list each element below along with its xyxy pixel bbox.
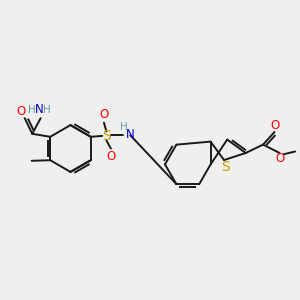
- Text: S: S: [221, 160, 230, 174]
- Text: O: O: [106, 150, 116, 163]
- Text: N: N: [35, 103, 44, 116]
- Text: N: N: [126, 128, 135, 141]
- Text: H: H: [43, 105, 50, 115]
- Text: S: S: [102, 129, 111, 143]
- Text: H: H: [121, 122, 128, 132]
- Text: O: O: [271, 119, 280, 132]
- Text: O: O: [16, 105, 26, 118]
- Text: O: O: [99, 108, 109, 122]
- Text: O: O: [276, 152, 285, 165]
- Text: H: H: [28, 105, 35, 115]
